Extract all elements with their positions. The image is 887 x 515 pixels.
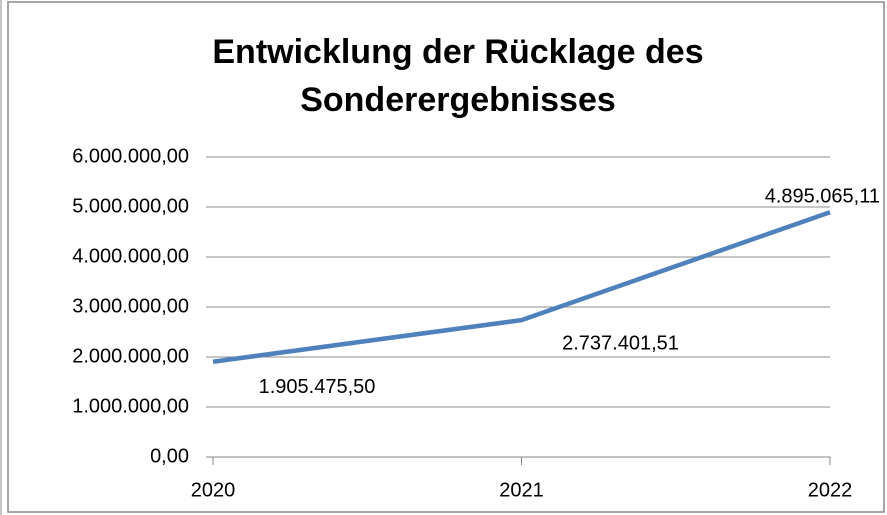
chart-title: Entwicklung der Rücklage des Sonderergeb…: [212, 33, 704, 119]
x-tick-label: 2020: [191, 479, 236, 501]
y-tick-label: 0,00: [150, 445, 189, 467]
x-tick-label: 2022: [808, 479, 853, 501]
y-tick-label: 1.000.000,00: [72, 395, 189, 417]
x-tick-label: 2021: [499, 479, 544, 501]
data-label: 1.905.475,50: [259, 376, 376, 398]
y-tick-label: 3.000.000,00: [72, 295, 189, 317]
y-tick-label: 4.000.000,00: [72, 245, 189, 267]
chart-frame: [7, 1, 885, 513]
data-label: 2.737.401,51: [562, 332, 679, 354]
data-line: [212, 210, 831, 364]
y-tick-label: 2.000.000,00: [72, 345, 189, 367]
data-label: 4.895.065,11: [765, 186, 880, 208]
y-tick-label: 5.000.000,00: [72, 195, 189, 217]
y-tick-label: 6.000.000,00: [72, 145, 189, 167]
